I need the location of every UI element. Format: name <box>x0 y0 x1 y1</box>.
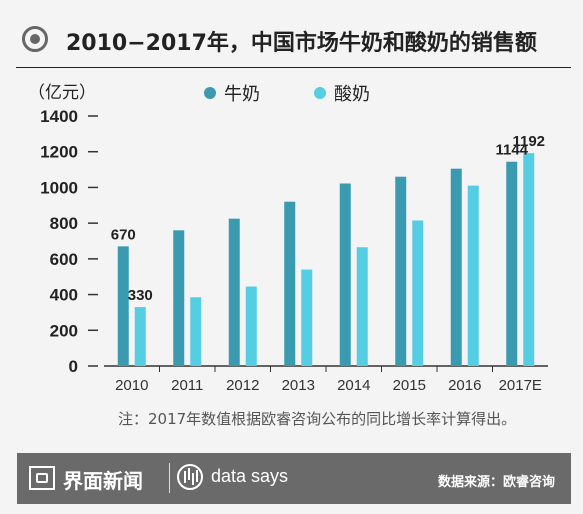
milk-bar <box>228 218 240 366</box>
milk-bar <box>173 230 185 366</box>
legend-milk-swatch <box>204 87 216 99</box>
yogurt-bar <box>245 286 257 366</box>
legend-label: 牛奶 <box>224 84 260 104</box>
x-tick-label: 2014 <box>337 377 370 394</box>
tagline: data says <box>211 466 289 486</box>
milk-bar <box>506 161 518 366</box>
legend-yogurt-swatch <box>314 87 326 99</box>
yogurt-bar <box>356 247 368 366</box>
y-tick-label: 1000 <box>40 178 78 197</box>
x-tick-label: 2013 <box>282 377 315 394</box>
yogurt-bar <box>190 297 202 366</box>
bar-chart: （亿元） 0 200 400 600 800 1000 1200 1400 2010 2011 201… <box>28 83 548 394</box>
y-tick-label: 1200 <box>40 143 78 162</box>
yogurt-bar <box>523 153 535 366</box>
data-label: 330 <box>128 287 153 304</box>
data-label: 670 <box>111 226 136 243</box>
milk-bar <box>450 168 462 366</box>
chart-title: 2010−2017年，中国市场牛奶和酸奶的销售额 <box>66 31 537 56</box>
x-tick-label: 2012 <box>226 377 259 394</box>
x-tick-label: 2011 <box>171 377 203 394</box>
y-tick-label: 400 <box>50 286 78 305</box>
yogurt-bar <box>412 220 424 366</box>
y-tick-label: 800 <box>50 214 78 233</box>
yogurt-bar <box>467 185 479 366</box>
data-label: 1144 <box>495 142 528 159</box>
milk-bar <box>339 183 351 366</box>
y-tick-label: 1400 <box>40 107 78 126</box>
footer-bar: 界面新闻 data says 数据来源：欧睿咨询 <box>17 453 571 504</box>
yogurt-bar <box>301 269 313 366</box>
milk-bar <box>117 246 129 366</box>
y-tick-label: 200 <box>50 321 78 340</box>
milk-bar <box>284 201 296 366</box>
radio-circle-icon <box>22 26 48 52</box>
jiemian-logo-icon <box>29 466 55 490</box>
brand-name: 界面新闻 <box>63 469 143 493</box>
x-tick-label: 2017E <box>499 377 542 394</box>
title-bar: 2010−2017年，中国市场牛奶和酸奶的销售额 <box>16 16 571 68</box>
footnote: 注：2017年数值根据欧睿咨询公布的同比增长率计算得出。 <box>118 410 517 428</box>
legend-label: 酸奶 <box>334 84 370 104</box>
y-tick-label: 0 <box>69 357 78 376</box>
data-label: 1192 <box>512 133 545 150</box>
x-tick-label: 2015 <box>393 377 426 394</box>
data-source: 数据来源：欧睿咨询 <box>437 475 555 490</box>
y-axis-label: （亿元） <box>28 83 96 102</box>
footer-divider <box>169 463 170 493</box>
y-tick-label: 600 <box>50 250 78 269</box>
yogurt-bar <box>134 307 146 366</box>
x-tick-label: 2010 <box>115 377 148 394</box>
data-says-icon <box>177 464 203 490</box>
x-tick-label: 2016 <box>448 377 481 394</box>
milk-bar <box>395 176 407 366</box>
